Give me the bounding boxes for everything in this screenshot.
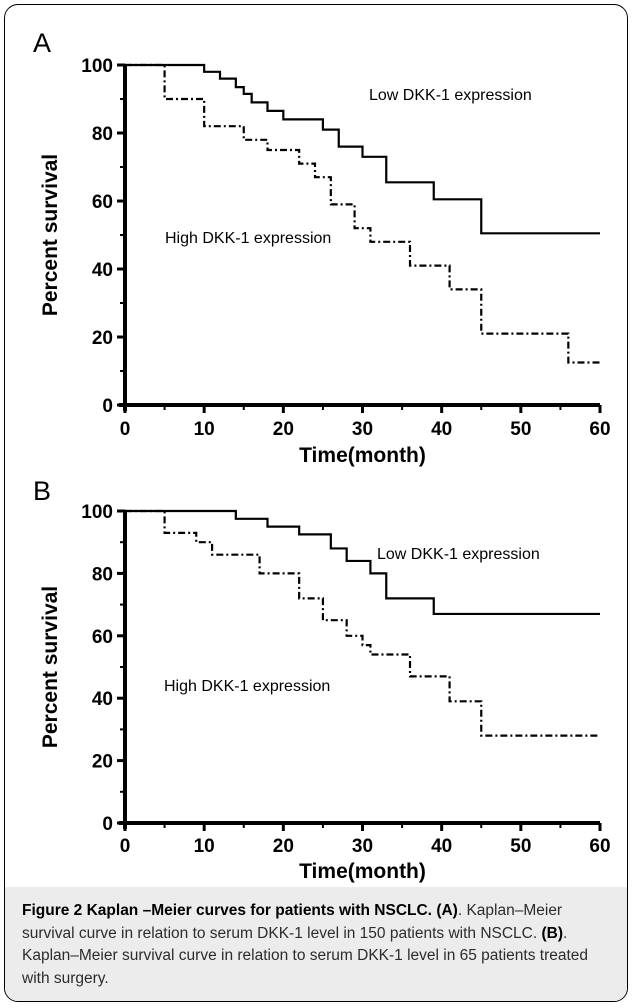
panel-a-annotation-low: Low DKK-1 expression (369, 87, 532, 104)
panel-b-x-tick-label: 30 (352, 836, 373, 857)
panel-a-x-tick-label: 10 (194, 419, 215, 440)
panel-a-y-tick-label: 100 (81, 56, 113, 77)
panel-b-x-tick-label: 0 (120, 836, 131, 857)
panel-a-letter: A (33, 28, 51, 58)
panel-b-y-axis-title: Percent survival (39, 586, 62, 748)
panel-a-y-tick-label: 20 (92, 328, 113, 349)
panel-b-y-tick-label: 80 (92, 564, 113, 585)
panel-a-x-tick-label: 0 (120, 419, 131, 440)
caption-title: Kaplan –Meier curves for patients with N… (82, 902, 432, 919)
caption-label-a: (A) (436, 902, 458, 919)
panel-b-y-tick-label: 100 (81, 502, 113, 523)
caption-label-b: (B) (541, 924, 564, 942)
panel-a-x-tick-label: 40 (431, 419, 452, 440)
panel-b-x-tick-label: 50 (510, 836, 531, 857)
panel-b-x-tick-label: 10 (194, 836, 215, 857)
panel-b-annotation-low: Low DKK-1 expression (377, 546, 540, 563)
panel-b-y-tick-label: 40 (92, 689, 113, 710)
panel-a-x-axis-title: Time(month) (299, 444, 426, 467)
panel-b-annotation-high: High DKK-1 expression (164, 678, 330, 695)
panel-b-series-low-curve (125, 509, 600, 616)
panel-b-y-tick-label: 60 (92, 627, 113, 648)
panel-b-x-tick-label: 60 (589, 836, 610, 857)
panel-a-x-tick-label: 30 (352, 419, 373, 440)
figure-frame: A 0 20 40 60 80 100 0 10 20 30 40 50 60 Time(month) Per… (4, 4, 628, 1002)
caption-text-a: . Kaplan–Meier survival curve in relatio… (22, 902, 563, 942)
panel-a-y-tick-label: 40 (92, 260, 113, 281)
panel-a-x-tick-label: 20 (273, 419, 294, 440)
caption-text-b: . Kaplan–Meier survival curve in relatio… (22, 924, 589, 987)
panel-a-y-axis-title: Percent survival (39, 154, 62, 316)
panel-a-annotation-high: High DKK-1 expression (165, 230, 331, 247)
panel-b-x-tick-label: 20 (273, 836, 294, 857)
panel-a-y-tick-label: 80 (92, 124, 113, 145)
panel-a-y-tick-label: 60 (92, 192, 113, 213)
panel-b-x-tick-label: 40 (431, 836, 452, 857)
caption-figure-label: Figure 2 (22, 902, 83, 919)
figure-caption: Figure 2 Kaplan –Meier curves for patien… (5, 887, 627, 1001)
panel-b-letter: B (33, 476, 51, 506)
panel-b-series-high-curve (125, 509, 600, 737)
panel-a-y-tick-label: 0 (102, 396, 113, 417)
panel-b-y-tick-label: 20 (92, 752, 113, 773)
panel-b-x-axis-title: Time(month) (299, 860, 426, 883)
panel-b-y-tick-label: 0 (102, 814, 113, 835)
panel-a-series-high-curve (125, 63, 600, 364)
panel-a-x-tick-label: 50 (510, 419, 531, 440)
panel-a-x-tick-label: 60 (589, 419, 610, 440)
panel-a-series-low-curve (125, 63, 600, 235)
